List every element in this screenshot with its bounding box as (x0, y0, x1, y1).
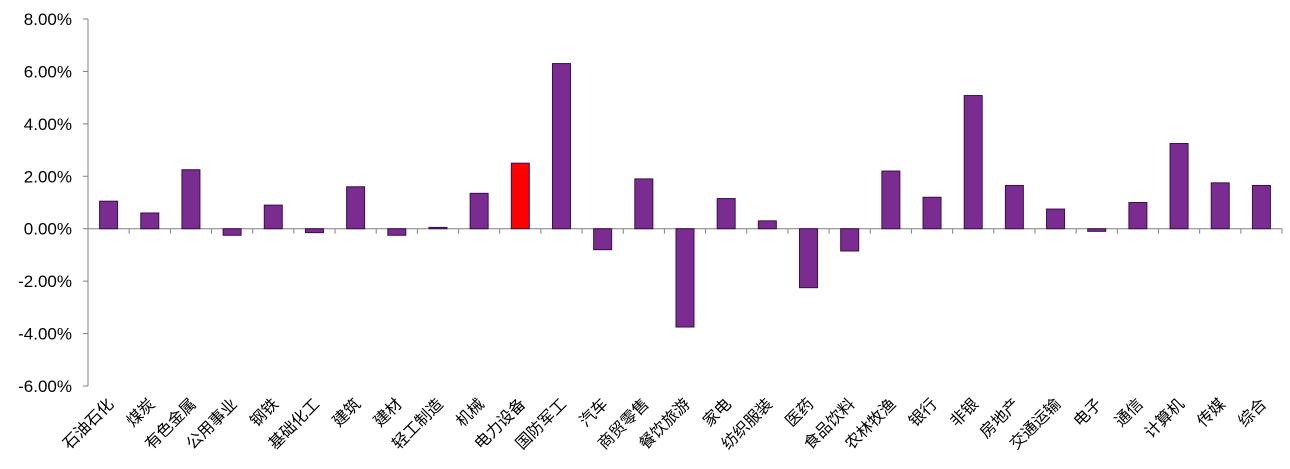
bar (222, 228, 242, 236)
bar (1169, 143, 1189, 230)
bar (1046, 208, 1066, 230)
y-tick-label: -2.00% (18, 272, 72, 291)
x-tick-label: 建材 (370, 394, 406, 430)
bar (1251, 184, 1271, 230)
x-tick-label: 机械 (452, 394, 488, 430)
x-tick-label: 通信 (1111, 394, 1147, 430)
bar (99, 200, 119, 230)
bars-group (99, 63, 1271, 328)
bar (428, 226, 448, 230)
bar (675, 228, 695, 328)
x-tick-label: 非银 (946, 394, 982, 430)
bar (346, 186, 366, 230)
bar (840, 228, 860, 252)
bar (181, 169, 201, 230)
x-tick-label: 煤炭 (123, 394, 159, 430)
bar (634, 178, 654, 230)
x-tick-label: 综合 (1234, 394, 1270, 430)
bar (1210, 182, 1230, 230)
bar (716, 198, 736, 230)
x-tick-label: 建筑 (328, 394, 364, 430)
chart-axes (87, 19, 1283, 386)
bar (304, 228, 324, 234)
bar (757, 220, 777, 230)
x-tick-label: 医药 (781, 394, 817, 430)
bar (140, 212, 160, 230)
bar (551, 63, 571, 230)
bar (387, 228, 407, 236)
bar (881, 170, 901, 230)
x-tick-label: 钢铁 (246, 394, 282, 430)
bar (263, 204, 283, 230)
y-tick-label: 4.00% (24, 115, 72, 134)
y-tick-label: -4.00% (18, 325, 72, 344)
x-tick-label: 汽车 (575, 394, 611, 430)
bar (1128, 202, 1148, 230)
bar (922, 196, 942, 230)
x-tick-label: 家电 (699, 394, 735, 430)
x-tick-label: 电子 (1069, 394, 1105, 430)
y-tick-label: 6.00% (24, 62, 72, 81)
y-tick-label: 0.00% (24, 220, 72, 239)
bar (1004, 184, 1024, 230)
bar (469, 192, 489, 230)
bar (593, 228, 613, 251)
y-axis-ticks: 8.00% 6.00% 4.00% 2.00% 0.00% -2.00% -4.00% -6.… (18, 10, 88, 396)
x-tick-label: 石油石化 (59, 394, 118, 453)
x-tick-label: 银行 (905, 394, 941, 430)
y-tick-label: 2.00% (24, 167, 72, 186)
bar (963, 95, 983, 230)
x-tick-label: 传媒 (1193, 394, 1229, 430)
bar (799, 228, 819, 289)
bar (1087, 228, 1107, 232)
bar (510, 162, 530, 230)
y-tick-label: 8.00% (24, 10, 72, 29)
x-tick-label: 计算机 (1141, 394, 1188, 441)
y-tick-label: -6.00% (18, 377, 72, 396)
